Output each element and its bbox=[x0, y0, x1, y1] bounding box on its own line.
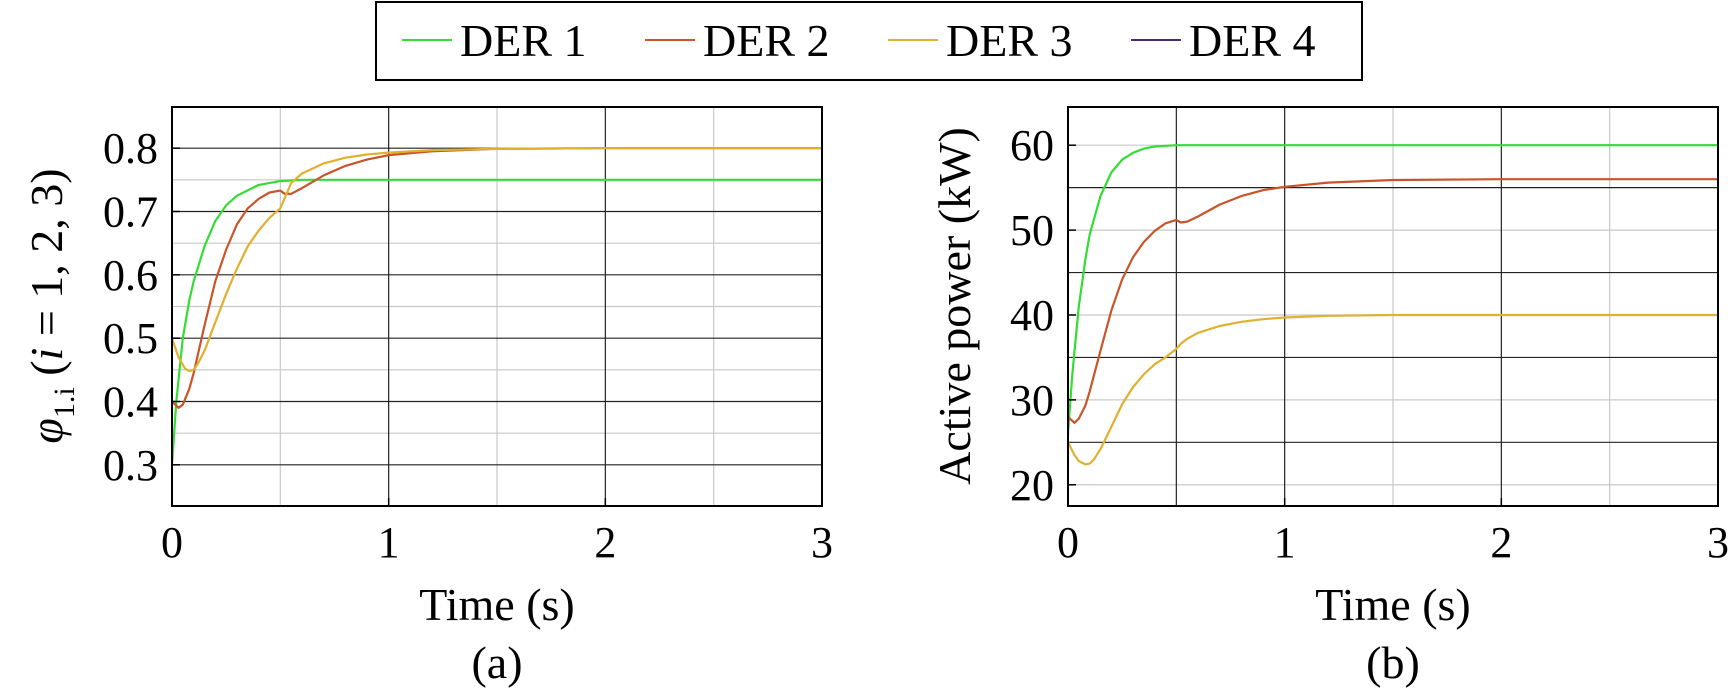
y-axis-label-symbol: φ bbox=[21, 418, 72, 443]
series-line-der-1-panel-b bbox=[1066, 144, 1718, 434]
legend-box bbox=[375, 1, 1363, 81]
y-tick-label-panel-a: 0.4 bbox=[103, 378, 158, 427]
x-tick-label-panel-a: 3 bbox=[811, 518, 833, 567]
y-tick-label-panel-b: 50 bbox=[1010, 206, 1054, 255]
caption-panel-a: (a) bbox=[471, 637, 522, 688]
legend-label-der-4: DER 4 bbox=[1189, 15, 1316, 66]
grid-panel-b bbox=[1068, 107, 1718, 506]
series-line-der-2-panel-a bbox=[171, 147, 822, 409]
legend-entry-der-2: DER 2 bbox=[645, 15, 830, 66]
y-ticks-panel-a: 0.3 0.4 0.5 0.6 0.7 0.8 bbox=[103, 124, 180, 490]
legend-label-der-1: DER 1 bbox=[460, 15, 587, 66]
x-tick-label-panel-b: 0 bbox=[1057, 518, 1079, 567]
chart-panel-a: 0 1 2 3 0.3 0.4 0.5 0.6 0.7 0.8 Time (s) φ1.i (i… bbox=[21, 106, 833, 688]
y-tick-label-panel-a: 0.8 bbox=[103, 124, 158, 173]
series-panel-b bbox=[1066, 144, 1718, 466]
plot-frame-panel-a bbox=[171, 106, 823, 507]
series-line-der-2-panel-b bbox=[1067, 178, 1718, 424]
series-line-der-1-panel-a bbox=[170, 178, 822, 465]
y-axis-label-panel-b: Active power (kW) bbox=[929, 127, 980, 485]
y-ticks-panel-b: 20 30 40 50 60 bbox=[1010, 121, 1076, 510]
x-tick-label-panel-a: 0 bbox=[161, 518, 183, 567]
x-tick-label-panel-b: 2 bbox=[1490, 518, 1512, 567]
x-tick-label-panel-a: 2 bbox=[594, 518, 616, 567]
y-tick-label-panel-a: 0.3 bbox=[103, 441, 158, 490]
y-tick-label-panel-b: 30 bbox=[1010, 376, 1054, 425]
x-axis-label-panel-a: Time (s) bbox=[419, 579, 575, 630]
y-tick-label-panel-b: 60 bbox=[1010, 121, 1054, 170]
y-tick-label-panel-a: 0.6 bbox=[103, 251, 158, 300]
legend-label-der-3: DER 3 bbox=[946, 15, 1073, 66]
x-tick-label-panel-a: 1 bbox=[378, 518, 400, 567]
y-tick-label-panel-a: 0.7 bbox=[103, 188, 158, 237]
x-tick-label-panel-b: 3 bbox=[1707, 518, 1729, 567]
x-tick-label-panel-b: 1 bbox=[1274, 518, 1296, 567]
y-tick-label-panel-a: 0.5 bbox=[103, 314, 158, 363]
legend-entry-der-1: DER 1 bbox=[402, 15, 587, 66]
plot-frame-panel-b bbox=[1067, 106, 1719, 507]
y-tick-label-panel-b: 20 bbox=[1010, 461, 1054, 510]
caption-panel-b: (b) bbox=[1366, 637, 1420, 688]
y-axis-label-open: ( bbox=[21, 360, 72, 387]
x-ticks-panel-a: 0 1 2 3 bbox=[161, 498, 833, 567]
x-ticks-panel-b: 0 1 2 3 bbox=[1057, 498, 1729, 567]
legend-label-der-2: DER 2 bbox=[703, 15, 830, 66]
y-axis-label-subscript: 1.i bbox=[48, 387, 81, 418]
series-line-der-3-panel-a bbox=[170, 147, 822, 373]
series-line-der-3-panel-b bbox=[1067, 313, 1718, 466]
x-axis-label-panel-b: Time (s) bbox=[1315, 579, 1471, 630]
y-tick-label-panel-b: 40 bbox=[1010, 291, 1054, 340]
legend-entry-der-4: DER 4 bbox=[1131, 15, 1316, 66]
y-axis-label-index: i bbox=[21, 348, 72, 361]
series-panel-a bbox=[170, 147, 822, 465]
y-axis-label-panel-a: φ1.i (i = 1, 2, 3) bbox=[21, 168, 81, 443]
legend-entry-der-3: DER 3 bbox=[888, 15, 1073, 66]
legend: DER 1 DER 2 DER 3 DER 4 bbox=[375, 1, 1363, 81]
chart-panel-b: 0 1 2 3 20 30 40 50 60 Time (s) Active power (k… bbox=[929, 106, 1729, 688]
grid-panel-a bbox=[172, 107, 822, 506]
y-axis-label-close: = 1, 2, 3) bbox=[21, 168, 72, 347]
